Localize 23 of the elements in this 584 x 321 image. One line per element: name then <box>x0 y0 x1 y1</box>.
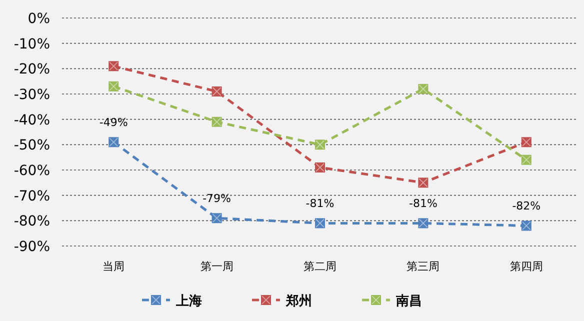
y-tick-label: -40% <box>14 112 50 128</box>
data-label: -81% <box>408 197 438 210</box>
x-tick-label: 第二周 <box>304 260 336 273</box>
x-tick-label: 第一周 <box>200 260 234 273</box>
y-tick-label: -10% <box>14 36 50 52</box>
y-tick-label: -90% <box>14 239 50 255</box>
x-tick-label: 当周 <box>102 260 125 273</box>
y-tick-label: 0% <box>28 11 50 27</box>
y-tick-label: -60% <box>14 163 50 179</box>
legend-label: 上海 <box>175 294 202 309</box>
legend-label: 南昌 <box>395 294 422 309</box>
y-tick-label: -50% <box>14 138 50 154</box>
x-tick-label: 第三周 <box>406 260 440 273</box>
y-tick-label: -20% <box>14 62 50 78</box>
x-tick-label: 第四周 <box>510 260 543 273</box>
legend-label: 郑州 <box>285 294 312 309</box>
y-tick-label: -80% <box>14 214 50 230</box>
data-label: -79% <box>202 192 232 206</box>
y-tick-label: -30% <box>14 87 50 103</box>
data-label: -82% <box>512 200 541 213</box>
y-tick-label: -70% <box>14 188 50 204</box>
data-label: -49% <box>99 116 128 130</box>
data-label: -81% <box>306 197 334 210</box>
